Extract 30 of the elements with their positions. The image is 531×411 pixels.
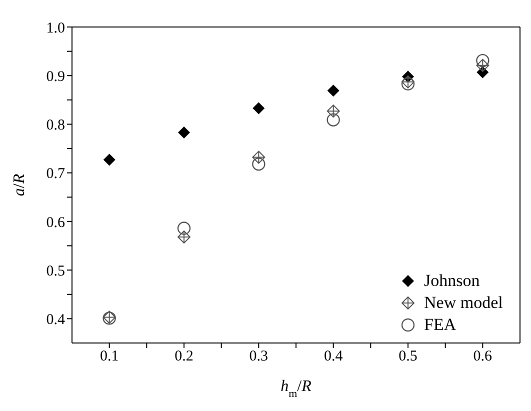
point bbox=[252, 157, 266, 171]
point bbox=[476, 54, 490, 68]
y-tick-label: 0.7 bbox=[46, 166, 66, 182]
legend-label: Johnson bbox=[424, 271, 480, 291]
y-axis-title: a/R bbox=[11, 174, 28, 196]
y-tick-label: 0.8 bbox=[46, 118, 65, 134]
y-tick-label: 0.9 bbox=[46, 68, 65, 85]
point bbox=[178, 230, 190, 244]
y-tick-label: 0.5 bbox=[46, 263, 65, 280]
point bbox=[327, 84, 340, 97]
x-tick-label: 0.1 bbox=[100, 348, 119, 365]
x-tick-label: 0.3 bbox=[249, 348, 268, 365]
y-tick-label: 0.4 bbox=[46, 312, 66, 328]
point bbox=[103, 154, 116, 166]
x-axis-title: h$_{m}$/R bbox=[280, 378, 312, 400]
x-tick-label: 0.6 bbox=[473, 348, 493, 365]
legend-label: FEA bbox=[424, 315, 456, 335]
x-tick-label: 0.2 bbox=[174, 348, 194, 365]
x-tick-label: 0.4 bbox=[324, 348, 344, 365]
point bbox=[178, 126, 190, 138]
y-tick-label: 0.6 bbox=[46, 214, 66, 231]
point bbox=[326, 113, 340, 126]
x-tick-label: 0.5 bbox=[398, 348, 418, 365]
point bbox=[476, 58, 490, 72]
point bbox=[252, 102, 265, 114]
point bbox=[326, 104, 340, 118]
y-tick-label: 1.0 bbox=[46, 20, 65, 36]
point bbox=[177, 222, 191, 235]
legend-label: New model bbox=[424, 293, 503, 313]
point bbox=[252, 150, 266, 164]
